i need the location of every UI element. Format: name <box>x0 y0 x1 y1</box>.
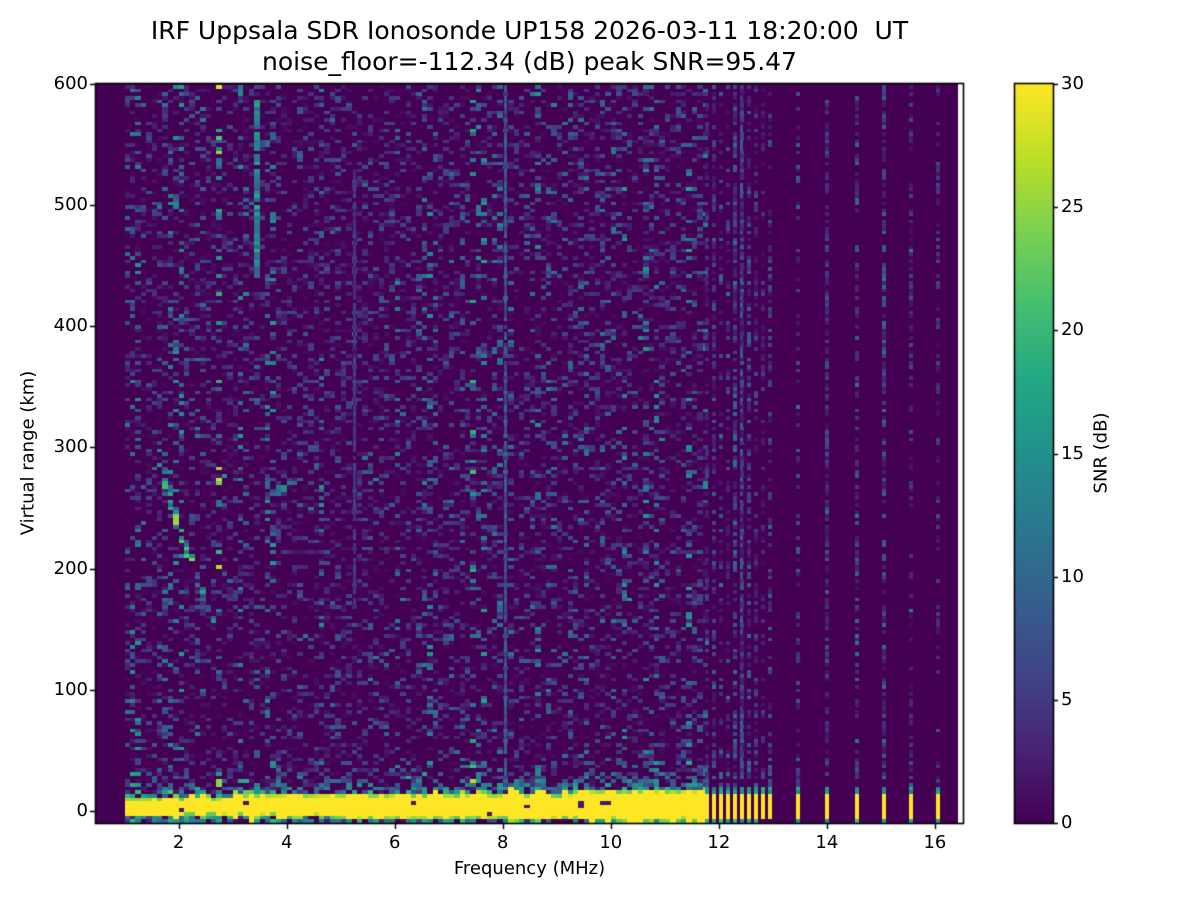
y-tick-label: 600 <box>53 73 88 94</box>
x-tick-label: 2 <box>172 832 185 853</box>
colorbar-tick-label: 15 <box>1061 442 1084 464</box>
plot-subtitle: noise_floor=-112.34 (dB) peak SNR=95.47 <box>262 47 797 76</box>
colorbar-tick-label: 20 <box>1061 319 1084 341</box>
colorbar-tick-label: 30 <box>1061 73 1084 94</box>
x-tick-label: 6 <box>388 832 401 853</box>
colorbar-tick-label: 5 <box>1061 688 1073 710</box>
y-tick-label: 300 <box>53 436 88 458</box>
x-tick-label: 12 <box>707 832 731 853</box>
x-tick-label: 16 <box>923 832 947 853</box>
colorbar-tick-label: 10 <box>1061 565 1084 587</box>
plot-title: IRF Uppsala SDR Ionosonde UP158 2026-03-… <box>150 16 909 45</box>
y-tick-label: 500 <box>53 194 88 216</box>
x-axis-label: Frequency (MHz) <box>453 858 606 879</box>
y-tick-label: 200 <box>53 557 88 579</box>
colorbar-tick-label: 25 <box>1061 196 1084 218</box>
colorbar-tick-label: 0 <box>1061 812 1073 833</box>
x-tick-label: 14 <box>815 832 839 853</box>
y-tick-label: 100 <box>53 678 88 700</box>
y-tick-label: 0 <box>76 799 88 821</box>
y-tick-label: 400 <box>53 315 88 337</box>
x-tick-label: 4 <box>280 832 293 853</box>
x-tick-label: 8 <box>497 832 509 853</box>
x-tick-label: 10 <box>599 832 623 853</box>
